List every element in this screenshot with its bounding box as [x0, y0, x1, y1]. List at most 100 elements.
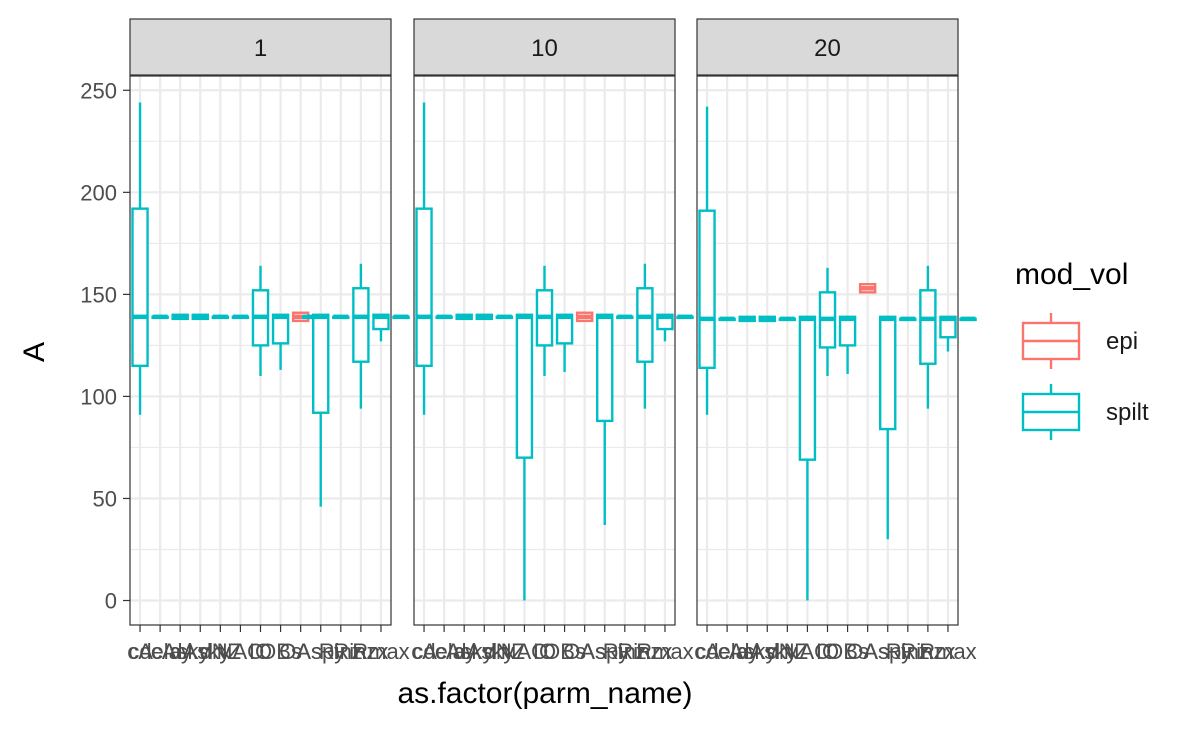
x-tick-label: OBs [826, 639, 869, 664]
box-spilt [959, 316, 977, 322]
x-tick-label: OAs [279, 639, 322, 664]
box-spilt [738, 315, 756, 323]
facet-strip-label: 10 [531, 35, 558, 62]
box-body [698, 209, 716, 370]
box-spilt [131, 102, 149, 415]
box-spilt [475, 313, 493, 321]
box-spilt [211, 314, 230, 320]
facet-strip [413, 18, 676, 76]
box-spilt [555, 313, 574, 372]
box-body [596, 313, 614, 423]
y-axis: 0 50 100 150 200 250 [80, 78, 130, 614]
x-tick-label: NAO [784, 639, 832, 664]
facet-strip [696, 18, 959, 76]
box-spilt [818, 267, 837, 377]
facet-panel: 10 cAcdelaycAskydAskydNZNAOIOOBsOAsAspyRi… [411, 18, 694, 664]
box-spilt [191, 313, 209, 321]
box-spilt [899, 316, 917, 322]
box-body [636, 287, 654, 363]
legend-label: epi [1106, 328, 1138, 355]
x-tick-label: cdelay [412, 639, 476, 664]
x-tick-label: cdelay [695, 639, 759, 664]
x-axis-title: as.factor(parm_name) [397, 677, 692, 710]
x-tick-label: OBs [543, 639, 586, 664]
box-spilt [616, 314, 634, 320]
box-spilt [515, 313, 534, 601]
box-spilt [171, 313, 189, 321]
box-body [131, 207, 149, 368]
x-tick-label: Rinz [319, 639, 363, 664]
box-spilt [718, 316, 736, 322]
box-body [798, 315, 817, 461]
box-spilt [415, 102, 433, 415]
box-spilt [919, 265, 937, 409]
x-tick-label: cdelay [128, 639, 192, 664]
x-tick-label: Rmax [919, 639, 976, 664]
facet-panel: 1 cAcdelaycAskydAskydNZNAOIOOBsOAsAspyRin… [127, 18, 410, 664]
box-spilt [879, 315, 897, 540]
legend-title: mod_vol [1015, 258, 1128, 291]
facet-strip-label: 20 [814, 35, 841, 62]
box-spilt [455, 313, 473, 321]
y-tick-label: 50 [93, 486, 117, 511]
box-spilt [271, 313, 290, 370]
x-tick-label: Rinzx [333, 639, 388, 664]
box-spilt [151, 314, 169, 320]
x-tick-label: NAO [217, 639, 265, 664]
x-tick-label: NAO [501, 639, 549, 664]
x-tick-label: Rinz [603, 639, 647, 664]
facet-strip-label: 1 [254, 35, 267, 62]
x-tick-label: IO [816, 639, 839, 664]
x-tick-label: Rinzx [900, 639, 955, 664]
box-spilt [392, 314, 410, 320]
x-tick-label: IO [249, 639, 272, 664]
box-spilt [596, 313, 614, 525]
x-tick-label: cAsky [151, 639, 210, 664]
box-spilt [656, 313, 674, 342]
x-tick-label: cA [127, 639, 153, 664]
y-tick-label: 150 [80, 282, 117, 307]
x-tick-label: cA [694, 639, 720, 664]
facet-strip [129, 18, 392, 76]
legend-item-spilt: spilt [1021, 384, 1149, 440]
box-spilt [535, 265, 554, 377]
box-body [312, 313, 330, 414]
box-spilt [372, 313, 390, 342]
box-spilt [676, 314, 694, 320]
box-spilt [838, 315, 857, 374]
x-tick-label: cAsky [435, 639, 494, 664]
y-tick-label: 250 [80, 78, 117, 103]
x-tick-label: Rinzx [617, 639, 672, 664]
x-tick-label: OAs [563, 639, 606, 664]
box-spilt [352, 263, 370, 409]
x-tick-label: Rmax [352, 639, 409, 664]
box-epi [575, 311, 594, 323]
box-spilt [231, 314, 250, 320]
x-tick-label: cA [411, 639, 437, 664]
x-tick-label: Aspy [863, 639, 912, 664]
facet-panel: 20 cAcdelaycAskydAskydNZNAOIOOBsOAsAspyRi… [694, 18, 977, 664]
x-tick-label: dAsky [170, 639, 230, 664]
box-body [415, 207, 433, 368]
x-tick-label: dNZ [484, 639, 526, 664]
x-tick-label: OAs [846, 639, 889, 664]
legend: mod_vol epi spilt [1015, 258, 1149, 440]
box-body [352, 287, 370, 363]
x-tick-label: OBs [259, 639, 302, 664]
x-tick-label: dNZ [200, 639, 242, 664]
x-tick-label: IO [533, 639, 556, 664]
y-axis-title: A [18, 342, 51, 362]
y-tick-label: 200 [80, 180, 117, 205]
box-spilt [495, 314, 514, 320]
box-spilt [698, 106, 716, 415]
box-spilt [778, 316, 797, 322]
box-spilt [939, 315, 957, 352]
box-spilt [758, 315, 776, 323]
box-spilt [312, 313, 330, 507]
x-tick-label: cAsky [718, 639, 777, 664]
x-tick-label: dNZ [767, 639, 809, 664]
box-body [515, 313, 534, 459]
legend-item-epi: epi [1021, 313, 1138, 369]
